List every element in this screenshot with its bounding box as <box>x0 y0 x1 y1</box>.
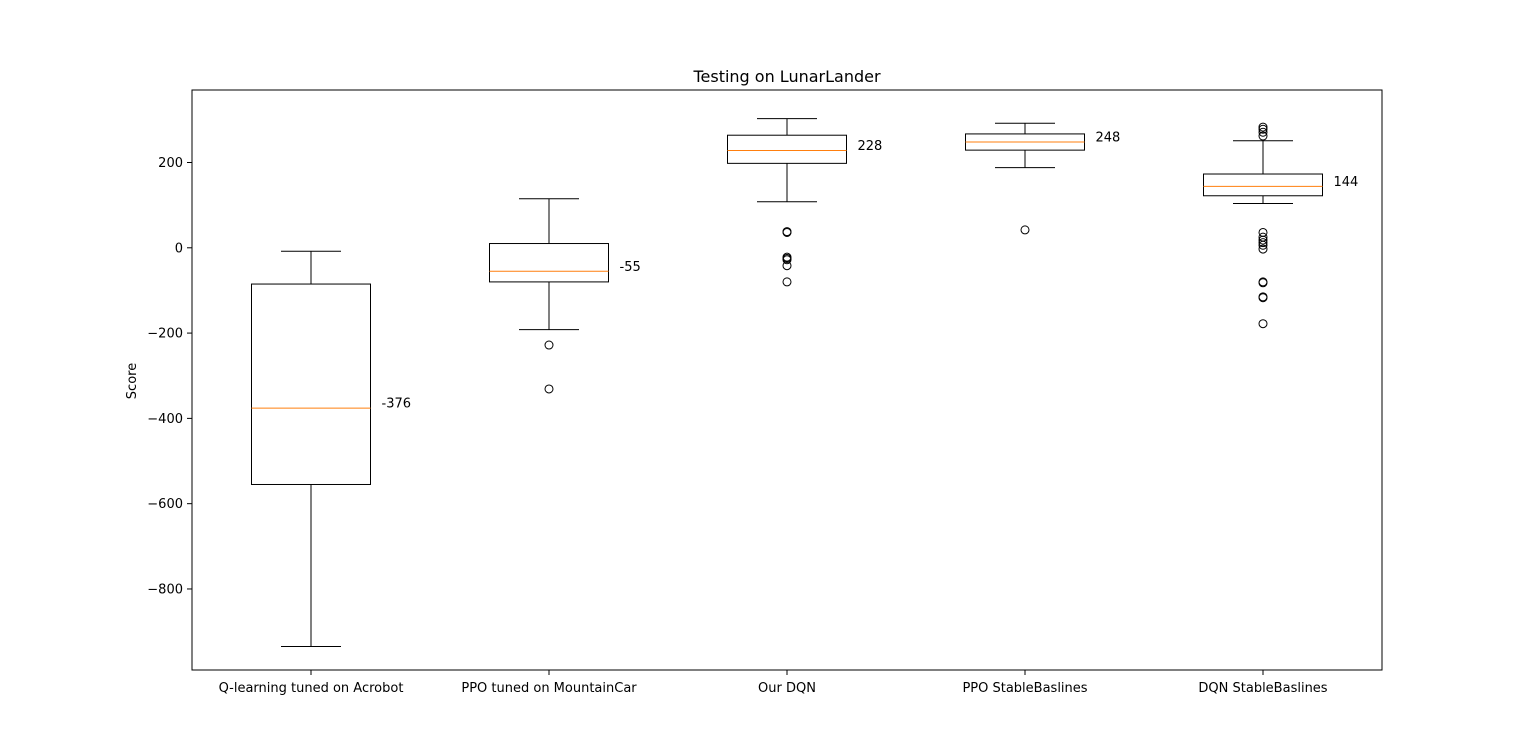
median-label: 144 <box>1334 175 1359 190</box>
chart-title: Testing on LunarLander <box>692 67 881 86</box>
y-axis-label: Score <box>125 363 140 399</box>
outlier-point <box>782 227 792 237</box>
outlier-point <box>1258 227 1268 237</box>
x-tick-label: DQN StableBaslines <box>1198 681 1327 696</box>
x-tick-label: PPO tuned on MountainCar <box>461 681 637 696</box>
box <box>727 134 847 164</box>
y-tick-label: −400 <box>147 412 183 427</box>
y-tick-label: 200 <box>158 156 183 171</box>
outlier-point <box>1258 238 1268 248</box>
median-label: 248 <box>1096 131 1121 146</box>
outlier-point <box>1258 278 1268 288</box>
outlier-point <box>1258 127 1268 137</box>
outlier-point <box>1258 240 1268 250</box>
outlier-point <box>782 255 792 265</box>
box <box>489 243 609 283</box>
outlier-point <box>782 261 792 271</box>
y-tick-label: −200 <box>147 327 183 342</box>
chart-marks: −800 −600 −400 −200 0 200 Q-learning tuned on … <box>147 118 1359 696</box>
outlier-point <box>1258 122 1268 132</box>
outlier-point <box>782 277 792 287</box>
y-tick-label: 0 <box>175 241 183 256</box>
outlier-point <box>544 384 554 394</box>
outlier-point <box>1020 225 1030 235</box>
median-label: 228 <box>858 139 883 154</box>
outlier-point <box>544 340 554 350</box>
outlier-point <box>1258 131 1268 141</box>
box <box>1203 173 1323 197</box>
x-tick-label: PPO StableBaslines <box>962 681 1087 696</box>
y-tick-label: −600 <box>147 497 183 512</box>
x-tick-label: Our DQN <box>758 681 816 696</box>
outlier-point <box>1258 124 1268 134</box>
outlier-point <box>1258 244 1268 254</box>
median-label: -376 <box>382 397 412 412</box>
median-label: -55 <box>620 260 641 275</box>
outlier-point <box>1258 319 1268 329</box>
outlier-point <box>1258 293 1268 303</box>
x-tick-label: Q-learning tuned on Acrobot <box>219 681 404 696</box>
box <box>251 283 371 485</box>
y-tick-label: −800 <box>147 582 183 597</box>
outlier-point <box>1258 235 1268 245</box>
